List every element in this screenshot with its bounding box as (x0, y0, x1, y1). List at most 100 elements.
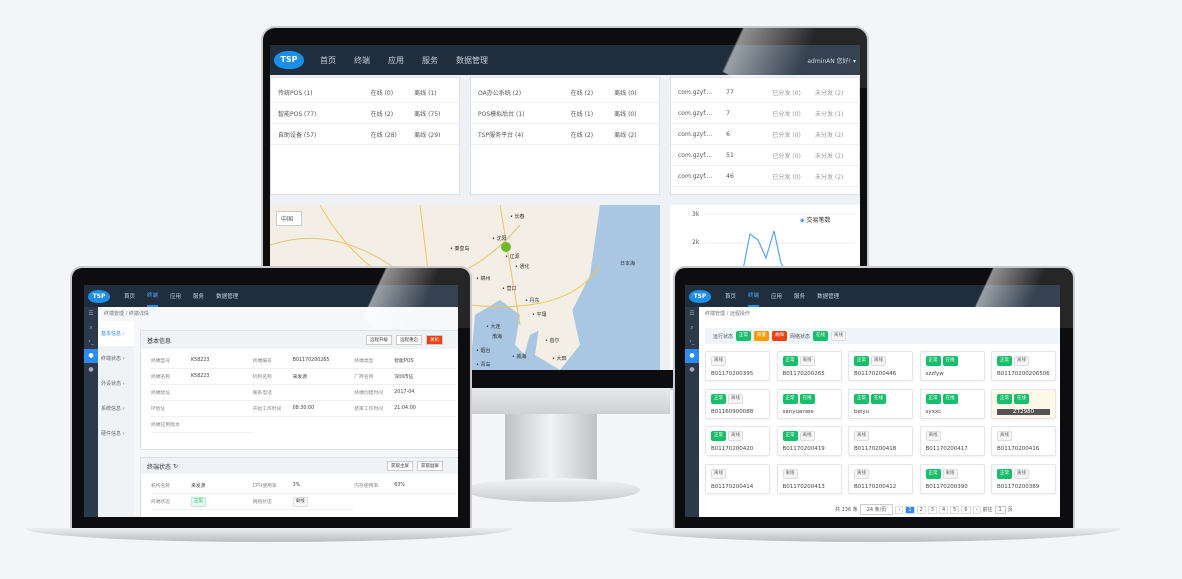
nav-item[interactable]: 服务 (193, 294, 205, 300)
page-button[interactable]: 3 (927, 505, 937, 514)
nav-item[interactable]: 首页 (124, 294, 136, 300)
device-id: B01170200206506 (997, 371, 1050, 377)
device-card[interactable]: 正常 离线 B01170200265 (776, 351, 842, 381)
region-select[interactable]: 中国 (276, 211, 303, 226)
device-card[interactable]: 正常 离线 B01160900088 (705, 388, 770, 419)
device-card[interactable]: 正常 离线 B01170200390 (919, 464, 985, 495)
page-button[interactable]: 5 (950, 505, 960, 514)
device-id: B01170200414 (711, 484, 754, 491)
nav-item[interactable]: 首页 (320, 55, 336, 65)
cell-unsent: 未分发 (2) (814, 89, 844, 97)
nav-item[interactable]: 数据管理 (216, 294, 239, 300)
nav-item[interactable]: 数据管理 (456, 55, 488, 65)
action-button[interactable]: 获取主屏 (387, 461, 413, 471)
device-card[interactable]: 正常 在线 beiyu (848, 388, 913, 419)
monitor-stand (505, 414, 597, 484)
menu-icon[interactable]: ☰ (689, 310, 695, 317)
device-icon[interactable]: ● (84, 349, 98, 363)
filter-tag[interactable]: 离线 (831, 331, 847, 341)
device-tags: 离线 (854, 469, 907, 480)
nav-item[interactable]: 终端 (147, 285, 159, 307)
info-field: 厂商名称 深圳市证 (354, 369, 456, 385)
table-row: com.gzyf.... 77 已分发 (0) 未分发 (2) (671, 82, 859, 103)
page-unit: 页 (1007, 507, 1013, 513)
nav-item[interactable]: 服务 (422, 55, 438, 65)
page-button[interactable]: 6 (961, 505, 971, 514)
detail-menu-item[interactable]: 外设状态 › (101, 381, 125, 387)
nav-item[interactable]: 应用 (170, 294, 182, 300)
nav-item[interactable]: 服务 (794, 294, 806, 300)
device-card[interactable]: 离线 B01170200414 (705, 464, 770, 495)
cell-offline: 离线 (0) (614, 89, 637, 97)
menu-icon[interactable]: ☰ (88, 310, 94, 317)
status-filter: 运行状态 正常 报警 故障 网络状态 在线 离线 (705, 328, 1060, 344)
field-value: 63% (394, 483, 405, 488)
search-icon[interactable]: ⌕ (690, 324, 694, 331)
device-card[interactable]: 正常 在线 szzfyw (919, 351, 985, 381)
status-tag: 正常 (925, 469, 941, 480)
detail-menu-item[interactable]: 基本信息 › (98, 321, 134, 346)
device-id: beiyu (854, 408, 870, 415)
prev-page[interactable]: ‹ (895, 505, 904, 514)
field-value: 深圳市证 (394, 375, 414, 380)
terminal-icon[interactable]: ›_ (689, 338, 695, 345)
nav-item[interactable]: 应用 (771, 294, 783, 300)
action-button[interactable]: 获取副屏 (417, 461, 443, 471)
status-tag: 在线 (1014, 393, 1029, 404)
detail-menu-item[interactable]: 硬件信息 › (101, 431, 125, 437)
filter-tag[interactable]: 在线 (813, 331, 829, 341)
action-button[interactable]: 远程重启 (396, 335, 422, 345)
detail-menu-item[interactable]: 终端状态 › (101, 356, 125, 362)
device-card[interactable]: 正常 在线 syxxc (919, 388, 985, 419)
page-size-select[interactable]: 24 条/页 (859, 504, 894, 515)
nav-item[interactable]: 应用 (388, 55, 404, 65)
device-card[interactable]: 离线 B01170200413 (776, 464, 842, 495)
device-card[interactable]: 离线 B01170200395 (705, 351, 770, 381)
user-menu[interactable]: adminAN 您好! ▾ (807, 57, 856, 65)
device-card[interactable]: 离线 B01170200412 (848, 464, 913, 495)
field-label: 终端编号 (252, 359, 272, 364)
action-button[interactable]: 关机 (426, 335, 443, 345)
status-tag: 离线 (854, 431, 869, 442)
device-card[interactable]: 正常 离线 B01170200419 (776, 426, 842, 457)
device-card[interactable]: 正常 离线 B01170200206506 (991, 351, 1056, 381)
page-button[interactable]: 2 (916, 505, 926, 514)
device-card[interactable]: 正常 离线 B01170200420 (705, 426, 770, 457)
settings-icon[interactable]: ● (689, 366, 695, 373)
nav-item[interactable]: 数据管理 (817, 294, 840, 300)
device-card[interactable]: 正常 在线 ZT2980 (991, 388, 1056, 419)
device-card[interactable]: 正常 离线 B01170200389 (991, 464, 1056, 495)
page-button[interactable]: 4 (938, 505, 949, 514)
device-card[interactable]: 离线 B01170200416 (991, 426, 1056, 457)
refresh-icon[interactable]: ↻ (172, 462, 178, 470)
settings-icon[interactable]: ● (88, 366, 94, 373)
map-marker[interactable] (501, 242, 511, 252)
table-row: com.gzyf.... 51 已分发 (0) 未分发 (2) (671, 145, 859, 166)
nav-item[interactable]: 首页 (725, 294, 737, 300)
device-card[interactable]: 正常 离线 B01170200446 (848, 351, 913, 381)
status-tag: 正常 (854, 393, 869, 404)
detail-menu-item[interactable]: 系统信息 › (101, 406, 125, 412)
device-card[interactable]: 离线 B01170200418 (848, 426, 913, 457)
status-tag: 正常 (854, 356, 869, 366)
terminal-icon[interactable]: ›_ (88, 338, 94, 345)
device-card[interactable]: 正常 在线 sanyuanwe (776, 388, 842, 419)
status-tag: 在线 (871, 393, 886, 404)
filter-tag[interactable]: 报警 (754, 331, 770, 341)
nav-item[interactable]: 终端 (748, 285, 760, 307)
filter-tag[interactable]: 正常 (736, 331, 752, 341)
city-label: • 锦州 (476, 276, 491, 282)
action-button[interactable]: 远程升级 (366, 335, 392, 345)
breadcrumb: 终端管理 / 终端详情 (104, 311, 149, 317)
device-icon[interactable]: ● (685, 349, 699, 363)
device-card[interactable]: 离线 B01170200417 (919, 426, 985, 457)
status-tag: 离线 (1014, 469, 1029, 480)
search-icon[interactable]: ⌕ (89, 324, 93, 331)
goto-input[interactable]: 1 (994, 505, 1006, 514)
next-page[interactable]: › (972, 505, 981, 514)
page-button[interactable]: 1 (905, 505, 915, 514)
nav-item[interactable]: 终端 (354, 55, 370, 65)
device-id: B01170200446 (854, 371, 897, 377)
cell-name: TSP服务平台 (4) (478, 131, 524, 139)
filter-tag[interactable]: 故障 (772, 331, 788, 341)
